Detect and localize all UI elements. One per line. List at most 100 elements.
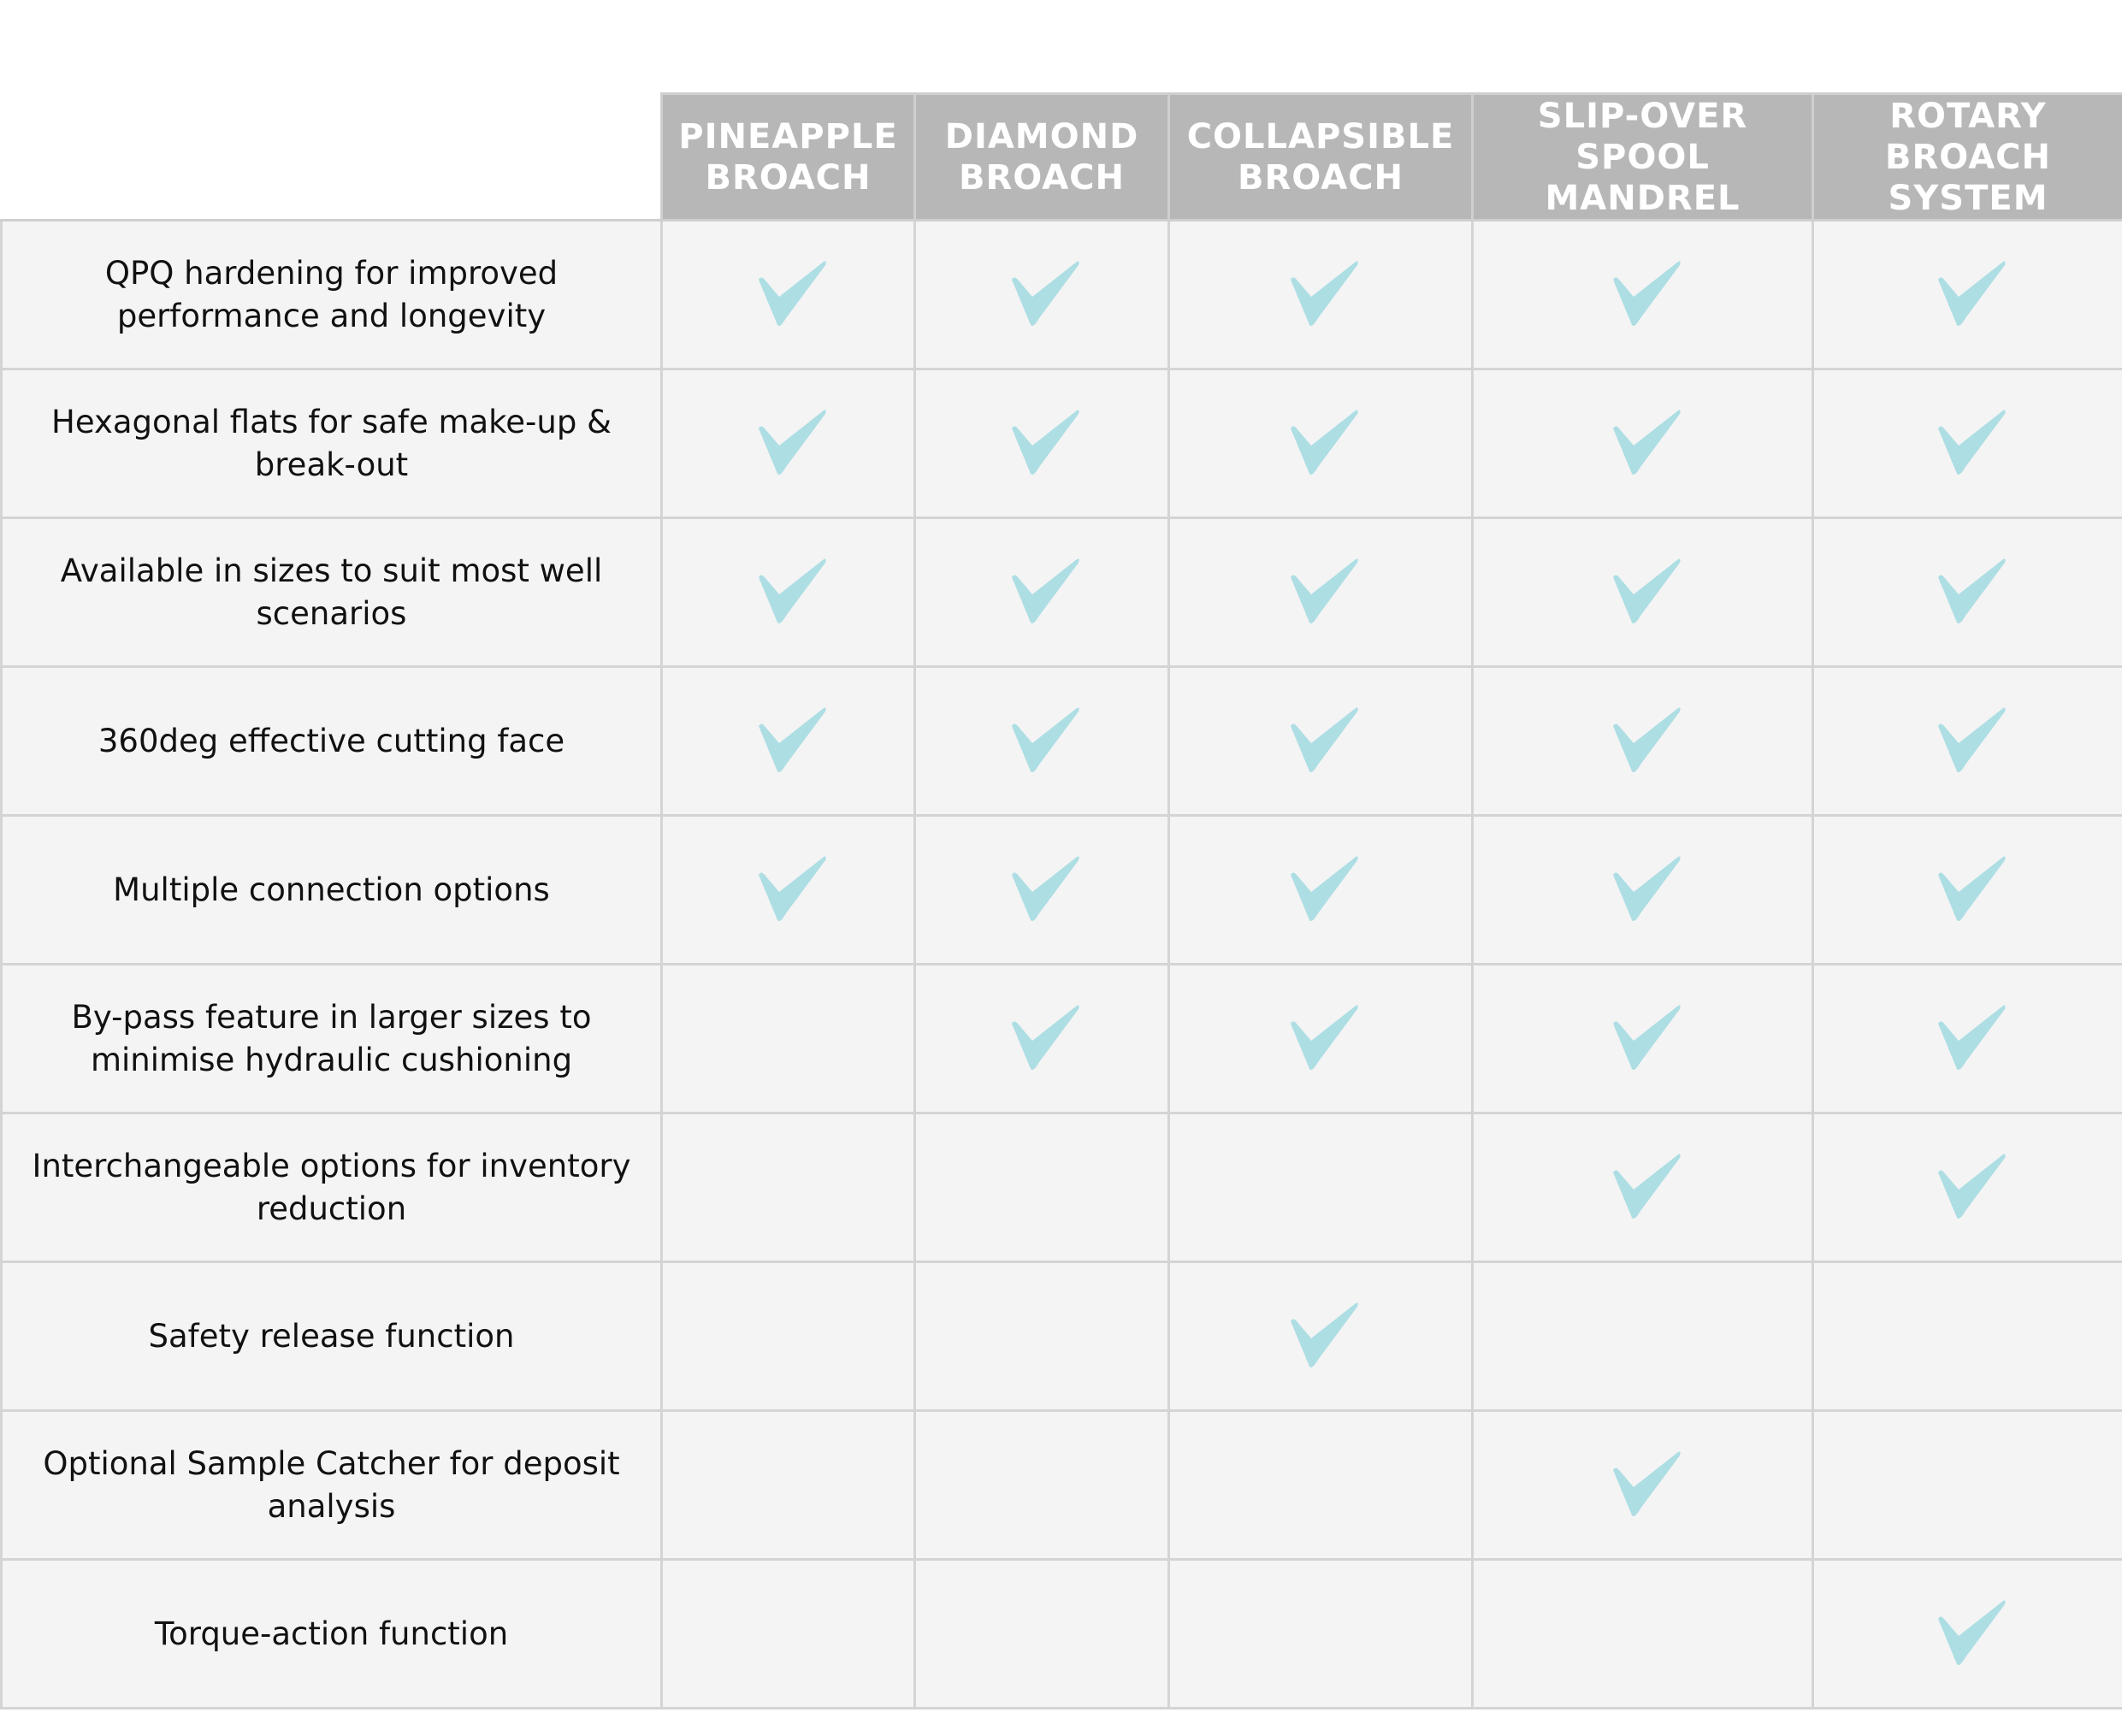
feature-label: Torque-action function <box>0 1558 663 1709</box>
check-icon <box>1938 558 2006 623</box>
check-icon <box>1938 410 2006 475</box>
check-icon <box>1612 856 1681 921</box>
table-row: Interchangeable options for inventory re… <box>0 1112 2122 1263</box>
check-icon <box>758 261 826 326</box>
check-cell <box>1167 219 1474 370</box>
check-cell <box>660 1261 916 1412</box>
table-row: By-pass feature in larger sizes to minim… <box>0 963 2122 1114</box>
check-cell <box>1812 1558 2122 1709</box>
check-icon <box>1012 558 1079 623</box>
feature-label: 360deg effective cutting face <box>0 665 663 817</box>
check-cell <box>913 1558 1170 1709</box>
check-icon <box>1012 707 1079 772</box>
check-cell <box>1471 963 1814 1114</box>
check-cell <box>660 1409 916 1561</box>
header-row: PINEAPPLE BROACH DIAMOND BROACH COLLAPSIBL… <box>1 92 2122 221</box>
column-header: PINEAPPLE BROACH <box>660 92 916 221</box>
check-icon <box>1612 558 1681 623</box>
check-cell <box>913 963 1170 1114</box>
check-icon <box>1612 261 1681 326</box>
feature-label: Available in sizes to suit most well sce… <box>0 517 663 668</box>
check-icon <box>758 856 826 921</box>
check-cell <box>913 517 1170 668</box>
check-icon <box>1938 1005 2006 1070</box>
check-icon <box>1291 1005 1358 1070</box>
feature-label: Safety release function <box>0 1261 663 1412</box>
column-header: SLIP-OVER SPOOL MANDREL <box>1471 92 1814 221</box>
check-cell <box>1812 1409 2122 1561</box>
check-icon <box>1938 856 2006 921</box>
check-icon <box>758 410 826 475</box>
check-cell <box>913 1409 1170 1561</box>
check-cell <box>1167 1261 1474 1412</box>
check-cell <box>1167 1558 1474 1709</box>
column-header: COLLAPSIBLE BROACH <box>1167 92 1474 221</box>
check-cell <box>1167 517 1474 668</box>
check-icon <box>1612 1451 1681 1516</box>
check-icon <box>758 558 826 623</box>
check-icon <box>1938 1154 2006 1219</box>
check-cell <box>1812 665 2122 817</box>
check-cell <box>1167 1112 1474 1263</box>
check-icon <box>1012 856 1079 921</box>
table-row: Optional Sample Catcher for deposit anal… <box>0 1409 2122 1561</box>
table-row: Multiple connection options <box>0 814 2122 965</box>
table-row: Safety release function <box>0 1261 2122 1412</box>
check-icon <box>1612 410 1681 475</box>
check-icon <box>1012 410 1079 475</box>
check-cell <box>660 963 916 1114</box>
check-cell <box>1167 368 1474 519</box>
check-cell <box>1471 1112 1814 1263</box>
check-cell <box>1812 963 2122 1114</box>
check-cell <box>1812 219 2122 370</box>
check-cell <box>660 665 916 817</box>
feature-label: Multiple connection options <box>0 814 663 965</box>
check-cell <box>1812 517 2122 668</box>
check-icon <box>1291 856 1358 921</box>
check-cell <box>660 368 916 519</box>
table-row: Torque-action function <box>0 1558 2122 1709</box>
check-icon <box>1291 558 1358 623</box>
table-row: Hexagonal flats for safe make-up & break… <box>0 368 2122 519</box>
comparison-table: PINEAPPLE BROACH DIAMOND BROACH COLLAPSIBL… <box>0 92 2122 1709</box>
check-icon <box>1012 261 1079 326</box>
check-cell <box>1167 665 1474 817</box>
table-row: 360deg effective cutting face <box>0 665 2122 817</box>
check-cell <box>1471 219 1814 370</box>
check-cell <box>1471 517 1814 668</box>
header-corner <box>1 93 662 221</box>
check-cell <box>1167 814 1474 965</box>
check-cell <box>1812 814 2122 965</box>
check-icon <box>758 707 826 772</box>
check-cell <box>913 814 1170 965</box>
feature-label: Hexagonal flats for safe make-up & break… <box>0 368 663 519</box>
check-icon <box>1938 261 2006 326</box>
table-row: Available in sizes to suit most well sce… <box>0 517 2122 668</box>
check-cell <box>913 219 1170 370</box>
check-cell <box>1471 1409 1814 1561</box>
check-cell <box>660 219 916 370</box>
feature-label: Optional Sample Catcher for deposit anal… <box>0 1409 663 1561</box>
check-cell <box>1471 814 1814 965</box>
check-icon <box>1291 261 1358 326</box>
check-cell <box>1471 665 1814 817</box>
check-cell <box>913 1261 1170 1412</box>
check-cell <box>660 1558 916 1709</box>
check-icon <box>1612 1005 1681 1070</box>
check-cell <box>1812 1261 2122 1412</box>
check-icon <box>1938 707 2006 772</box>
check-icon <box>1612 707 1681 772</box>
column-header: ROTARY BROACH SYSTEM <box>1812 92 2122 221</box>
check-cell <box>913 665 1170 817</box>
check-cell <box>660 1112 916 1263</box>
check-cell <box>1471 1261 1814 1412</box>
check-cell <box>1471 1558 1814 1709</box>
check-cell <box>1471 368 1814 519</box>
feature-label: QPQ hardening for improved performance a… <box>0 219 663 370</box>
check-cell <box>1167 1409 1474 1561</box>
check-cell <box>913 368 1170 519</box>
table-row: QPQ hardening for improved performance a… <box>0 219 2122 370</box>
check-icon <box>1291 707 1358 772</box>
check-icon <box>1012 1005 1079 1070</box>
check-cell <box>1812 368 2122 519</box>
